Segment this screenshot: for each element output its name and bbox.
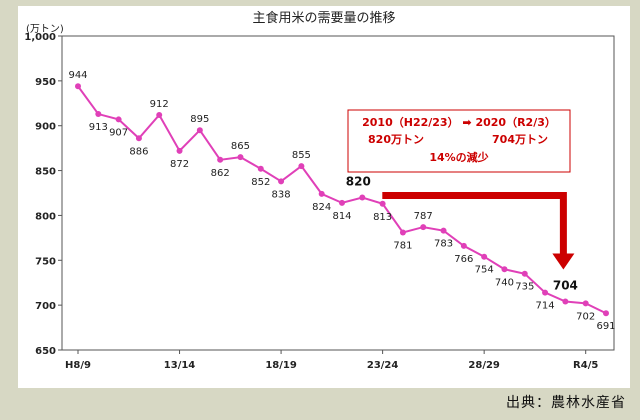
data-label: 813 <box>373 212 392 223</box>
y-tick-label: 900 <box>35 122 56 133</box>
highlight-start-label: 820 <box>346 174 371 188</box>
data-point <box>257 165 264 172</box>
data-point <box>176 147 183 154</box>
x-tick-label: 13/14 <box>164 360 196 371</box>
x-tick-label: H8/9 <box>65 360 91 371</box>
annotation-start-value: 820万トン <box>368 133 424 146</box>
y-tick-label: 650 <box>35 346 56 357</box>
plot-frame <box>61 35 615 351</box>
data-point <box>278 178 285 185</box>
data-label: 872 <box>170 159 189 170</box>
data-label: 895 <box>190 114 209 125</box>
annotation-change: 14%の減少 <box>429 150 488 164</box>
data-label: 913 <box>89 122 108 133</box>
x-tick-label: 18/19 <box>265 360 297 371</box>
data-point <box>298 163 305 170</box>
data-point <box>460 242 467 249</box>
data-label: 865 <box>231 141 250 152</box>
data-point <box>440 227 447 234</box>
y-tick-label: 1,000 <box>24 32 56 43</box>
data-label: 702 <box>576 311 595 322</box>
data-label: 824 <box>312 202 331 213</box>
data-label: 912 <box>150 99 169 110</box>
y-axis-label: (万トン) <box>26 24 64 35</box>
data-label: 735 <box>515 282 534 293</box>
data-point <box>196 127 203 134</box>
y-tick-label: 950 <box>35 77 56 88</box>
y-tick-label: 700 <box>35 301 56 312</box>
data-label: 766 <box>454 254 473 265</box>
data-label: 852 <box>251 177 270 188</box>
data-point <box>562 298 569 305</box>
highlight-end-label: 704 <box>553 279 578 293</box>
data-point <box>359 194 366 201</box>
data-label: 754 <box>475 265 494 276</box>
data-label: 907 <box>109 127 128 138</box>
data-point <box>399 229 406 236</box>
y-tick-label: 850 <box>35 167 56 178</box>
annotation-box <box>347 109 571 173</box>
x-tick-label: R4/5 <box>573 360 598 371</box>
data-point <box>582 300 589 307</box>
data-point <box>501 266 508 273</box>
data-point <box>95 111 102 118</box>
data-label: 783 <box>434 239 453 250</box>
x-tick-label: 28/29 <box>468 360 500 371</box>
data-point <box>115 116 122 123</box>
source-note: 出典：農林水産省 <box>506 395 626 411</box>
data-label: 740 <box>495 277 514 288</box>
data-label: 781 <box>393 240 412 251</box>
data-point <box>237 154 244 161</box>
data-point <box>379 200 386 207</box>
y-tick-label: 750 <box>35 256 56 267</box>
data-point <box>339 199 345 206</box>
demand-line-chart: 主食用米の需要量の推移 (万トン) 650 700 750 800 850 900 950 1,0… <box>24 10 615 371</box>
data-label: 862 <box>211 168 230 179</box>
decline-arrow-head <box>552 253 575 270</box>
data-label: 944 <box>68 70 87 81</box>
data-point <box>542 289 549 296</box>
data-point <box>75 83 81 90</box>
data-point <box>521 270 528 277</box>
chart-panel: 主食用米の需要量の推移 (万トン) 650 700 750 800 850 900 950 1,0… <box>18 6 630 388</box>
data-label: 814 <box>332 211 351 222</box>
data-point <box>156 111 163 118</box>
y-tick-label: 800 <box>35 211 56 222</box>
data-point <box>135 135 142 142</box>
data-label: 691 <box>596 321 615 332</box>
chart-title: 主食用米の需要量の推移 <box>252 10 395 26</box>
data-label: 855 <box>292 150 311 161</box>
data-label: 787 <box>414 211 433 222</box>
data-point <box>481 253 488 260</box>
annotation-end-value: 704万トン <box>492 133 548 146</box>
data-point <box>318 190 325 197</box>
data-label: 886 <box>129 146 148 157</box>
decline-arrow-shaft <box>382 191 567 256</box>
x-tick-label: 23/24 <box>367 360 399 371</box>
annotation-line-1: 2010（H22/23） ➡ 2020（R2/3） <box>362 116 556 129</box>
data-point <box>217 156 224 163</box>
data-point <box>420 224 427 231</box>
data-point <box>603 310 609 317</box>
data-label: 714 <box>536 301 555 312</box>
data-label: 838 <box>272 189 291 200</box>
